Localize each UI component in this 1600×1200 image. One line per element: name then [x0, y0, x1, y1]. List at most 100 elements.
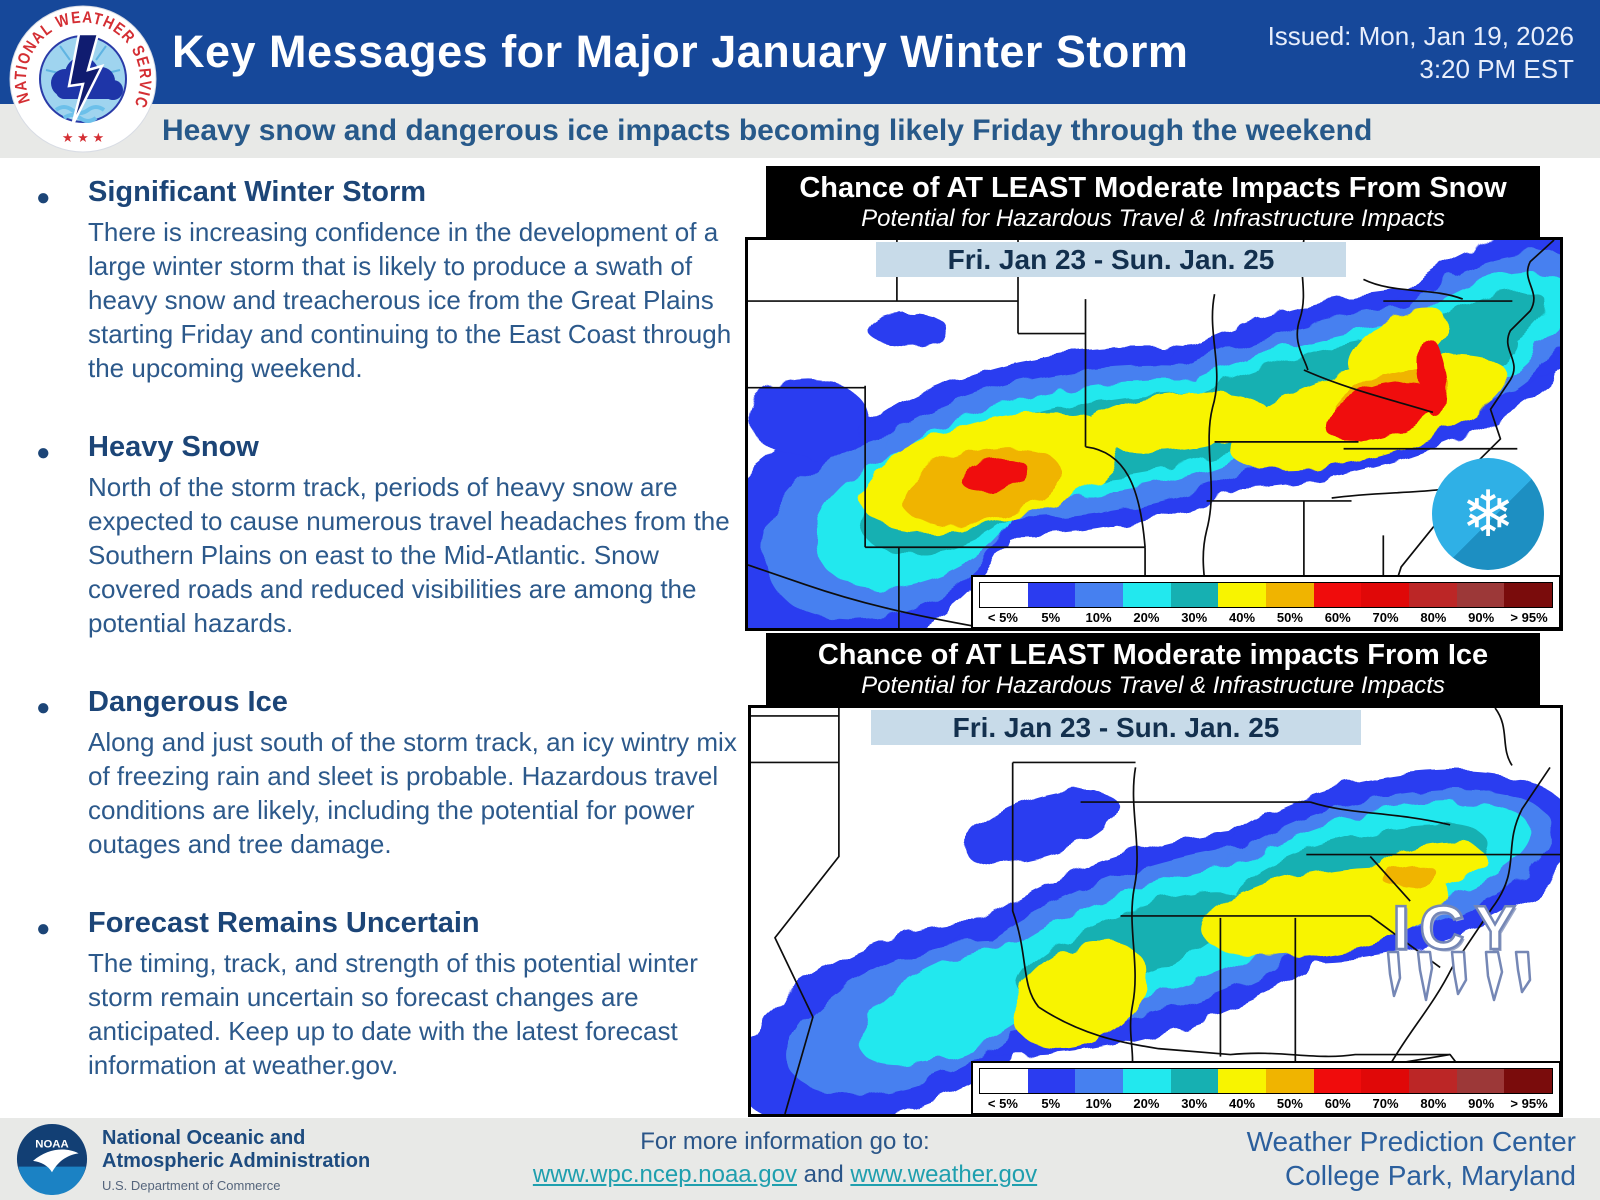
- legend-swatch: [1456, 1069, 1505, 1093]
- legend-label: 60%: [1324, 1096, 1351, 1111]
- bullet-heading: Forecast Remains Uncertain: [88, 907, 480, 939]
- legend-swatch: [1409, 1069, 1457, 1093]
- snow-map-date-band: Fri. Jan 23 - Sun. Jan. 25: [876, 242, 1346, 277]
- bullet-icon: ●: [36, 184, 51, 211]
- legend-swatch: [1313, 1069, 1362, 1093]
- weather-gov-link[interactable]: www.weather.gov: [850, 1161, 1038, 1188]
- list-item: ● Heavy Snow North of the storm track, p…: [36, 431, 744, 640]
- bullet-icon: ●: [36, 439, 51, 466]
- issued-timestamp: Issued: Mon, Jan 19, 2026 3:20 PM EST: [1268, 20, 1574, 86]
- list-item: ● Significant Winter Storm There is incr…: [36, 176, 744, 385]
- legend-label: 30%: [1181, 1096, 1208, 1111]
- ice-map-subtitle: Potential for Hazardous Travel & Infrast…: [861, 672, 1445, 699]
- noaa-logo-icon: NOAA: [16, 1123, 88, 1195]
- bullet-icon: ●: [36, 915, 51, 942]
- legend-label: 70%: [1372, 610, 1399, 625]
- legend-swatch: [1218, 1069, 1267, 1093]
- ice-map-date-band: Fri. Jan 23 - Sun. Jan. 25: [871, 710, 1361, 745]
- legend-swatch: [980, 583, 1028, 607]
- legend-label: 80%: [1420, 1096, 1447, 1111]
- legend-label: 20%: [1133, 610, 1160, 625]
- subtitle-band: Heavy snow and dangerous ice impacts bec…: [0, 104, 1600, 158]
- legend-label: 5%: [1041, 610, 1061, 625]
- snowflake-icon: ❄: [1432, 458, 1544, 570]
- legend-color-bar: [979, 582, 1553, 608]
- footer-conjunction: and: [803, 1161, 844, 1188]
- legend-label: 20%: [1133, 1096, 1160, 1111]
- snowflake-glyph: ❄: [1461, 478, 1515, 550]
- legend-labels: < 5% 5% 10% 20% 30% 40% 50% 60% 70% 80% …: [979, 1094, 1553, 1111]
- legend-swatch: [1075, 1069, 1124, 1093]
- wpc-link[interactable]: www.wpc.ncep.noaa.gov: [532, 1161, 797, 1188]
- snow-map-title: Chance of AT LEAST Moderate Impacts From…: [799, 172, 1507, 204]
- header-band: Key Messages for Major January Winter St…: [0, 0, 1600, 104]
- legend-swatch: [1218, 583, 1267, 607]
- footer-info-line: For more information go to:: [640, 1128, 930, 1155]
- legend-swatch: [980, 1069, 1028, 1093]
- noaa-department: U.S. Department of Commerce: [102, 1178, 281, 1193]
- legend-label: 30%: [1181, 610, 1208, 625]
- legend-label: 90%: [1468, 1096, 1495, 1111]
- bullet-heading: Dangerous Ice: [88, 686, 288, 718]
- ice-impact-map-graphic: [751, 708, 1560, 1114]
- noaa-name-line2: Atmospheric Administration: [102, 1150, 371, 1172]
- legend-swatch: [1123, 583, 1171, 607]
- list-item: ● Forecast Remains Uncertain The timing,…: [36, 907, 744, 1082]
- legend-swatch: [1170, 1069, 1219, 1093]
- icy-icon: ICY: [1384, 894, 1534, 1002]
- noaa-logo-label: NOAA: [35, 1139, 68, 1151]
- legend-label: 40%: [1229, 1096, 1256, 1111]
- legend-swatch: [1409, 583, 1457, 607]
- legend-swatch: [1123, 1069, 1171, 1093]
- bullet-heading: Significant Winter Storm: [88, 176, 427, 208]
- footer-band: NOAA National Oceanic and Atmospheric Ad…: [0, 1118, 1600, 1200]
- legend-label: 5%: [1041, 1096, 1061, 1111]
- ice-map-title-block: Chance of AT LEAST Moderate impacts From…: [766, 633, 1540, 707]
- legend-label: > 95%: [1510, 610, 1548, 625]
- legend-swatch: [1266, 583, 1314, 607]
- bullet-body: Along and just south of the storm track,…: [88, 727, 737, 859]
- snow-map-title-block: Chance of AT LEAST Moderate Impacts From…: [766, 166, 1540, 240]
- legend-label: 10%: [1085, 1096, 1112, 1111]
- issued-date: Issued: Mon, Jan 19, 2026: [1267, 21, 1574, 51]
- legend-label: 90%: [1468, 610, 1495, 625]
- legend-swatch: [1027, 583, 1076, 607]
- legend-label: 10%: [1085, 610, 1112, 625]
- legend-labels: < 5% 5% 10% 20% 30% 40% 50% 60% 70% 80% …: [979, 608, 1553, 625]
- footer-info: For more information go to: www.wpc.ncep…: [533, 1125, 1037, 1191]
- legend-swatch: [1361, 1069, 1410, 1093]
- legend-label: 40%: [1229, 610, 1256, 625]
- nws-logo-icon: NATIONAL WEATHER SERVICE ★ ★ ★: [8, 4, 157, 153]
- wpc-org-line2: College Park, Maryland: [1284, 1160, 1576, 1191]
- legend-label: 60%: [1324, 610, 1351, 625]
- key-messages-list: ● Significant Winter Storm There is incr…: [36, 176, 744, 1128]
- legend-label: < 5%: [987, 1096, 1018, 1111]
- bullet-heading: Heavy Snow: [88, 431, 259, 463]
- legend-swatch: [1313, 583, 1362, 607]
- legend-swatch: [1170, 583, 1219, 607]
- legend-swatch: [1504, 1069, 1553, 1093]
- legend-swatch: [1027, 1069, 1076, 1093]
- issued-time: 3:20 PM EST: [1419, 54, 1574, 84]
- legend-label: 50%: [1276, 610, 1303, 625]
- ice-impact-map: Fri. Jan 23 - Sun. Jan. 25 ICY: [748, 705, 1563, 1117]
- noaa-attribution: National Oceanic and Atmospheric Adminis…: [102, 1127, 370, 1193]
- page-title: Key Messages for Major January Winter St…: [172, 26, 1189, 77]
- legend-swatch: [1456, 583, 1505, 607]
- ice-probability-legend: < 5% 5% 10% 20% 30% 40% 50% 60% 70% 80% …: [971, 1061, 1560, 1114]
- legend-swatch: [1075, 583, 1124, 607]
- wpc-org-line1: Weather Prediction Center: [1246, 1126, 1576, 1157]
- legend-label: 50%: [1276, 1096, 1303, 1111]
- legend-color-bar: [979, 1068, 1553, 1094]
- list-item: ● Dangerous Ice Along and just south of …: [36, 686, 744, 861]
- bullet-icon: ●: [36, 694, 51, 721]
- ice-map-title: Chance of AT LEAST Moderate impacts From…: [817, 639, 1489, 671]
- icy-icon-text: ICY: [1391, 894, 1526, 963]
- legend-label: < 5%: [987, 610, 1018, 625]
- snow-map-subtitle: Potential for Hazardous Travel & Infrast…: [861, 205, 1445, 232]
- bullet-body: The timing, track, and strength of this …: [88, 948, 698, 1080]
- legend-swatch: [1361, 583, 1410, 607]
- wpc-attribution: Weather Prediction Center College Park, …: [1247, 1125, 1576, 1193]
- snow-probability-legend: < 5% 5% 10% 20% 30% 40% 50% 60% 70% 80% …: [971, 575, 1560, 628]
